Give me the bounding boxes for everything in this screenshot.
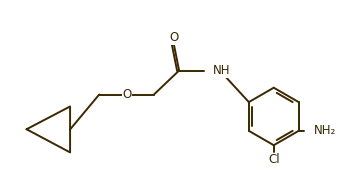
Text: NH: NH (213, 64, 231, 77)
Text: O: O (122, 88, 132, 101)
Text: Cl: Cl (268, 153, 280, 166)
Text: NH₂: NH₂ (313, 124, 336, 137)
Text: O: O (169, 31, 179, 44)
